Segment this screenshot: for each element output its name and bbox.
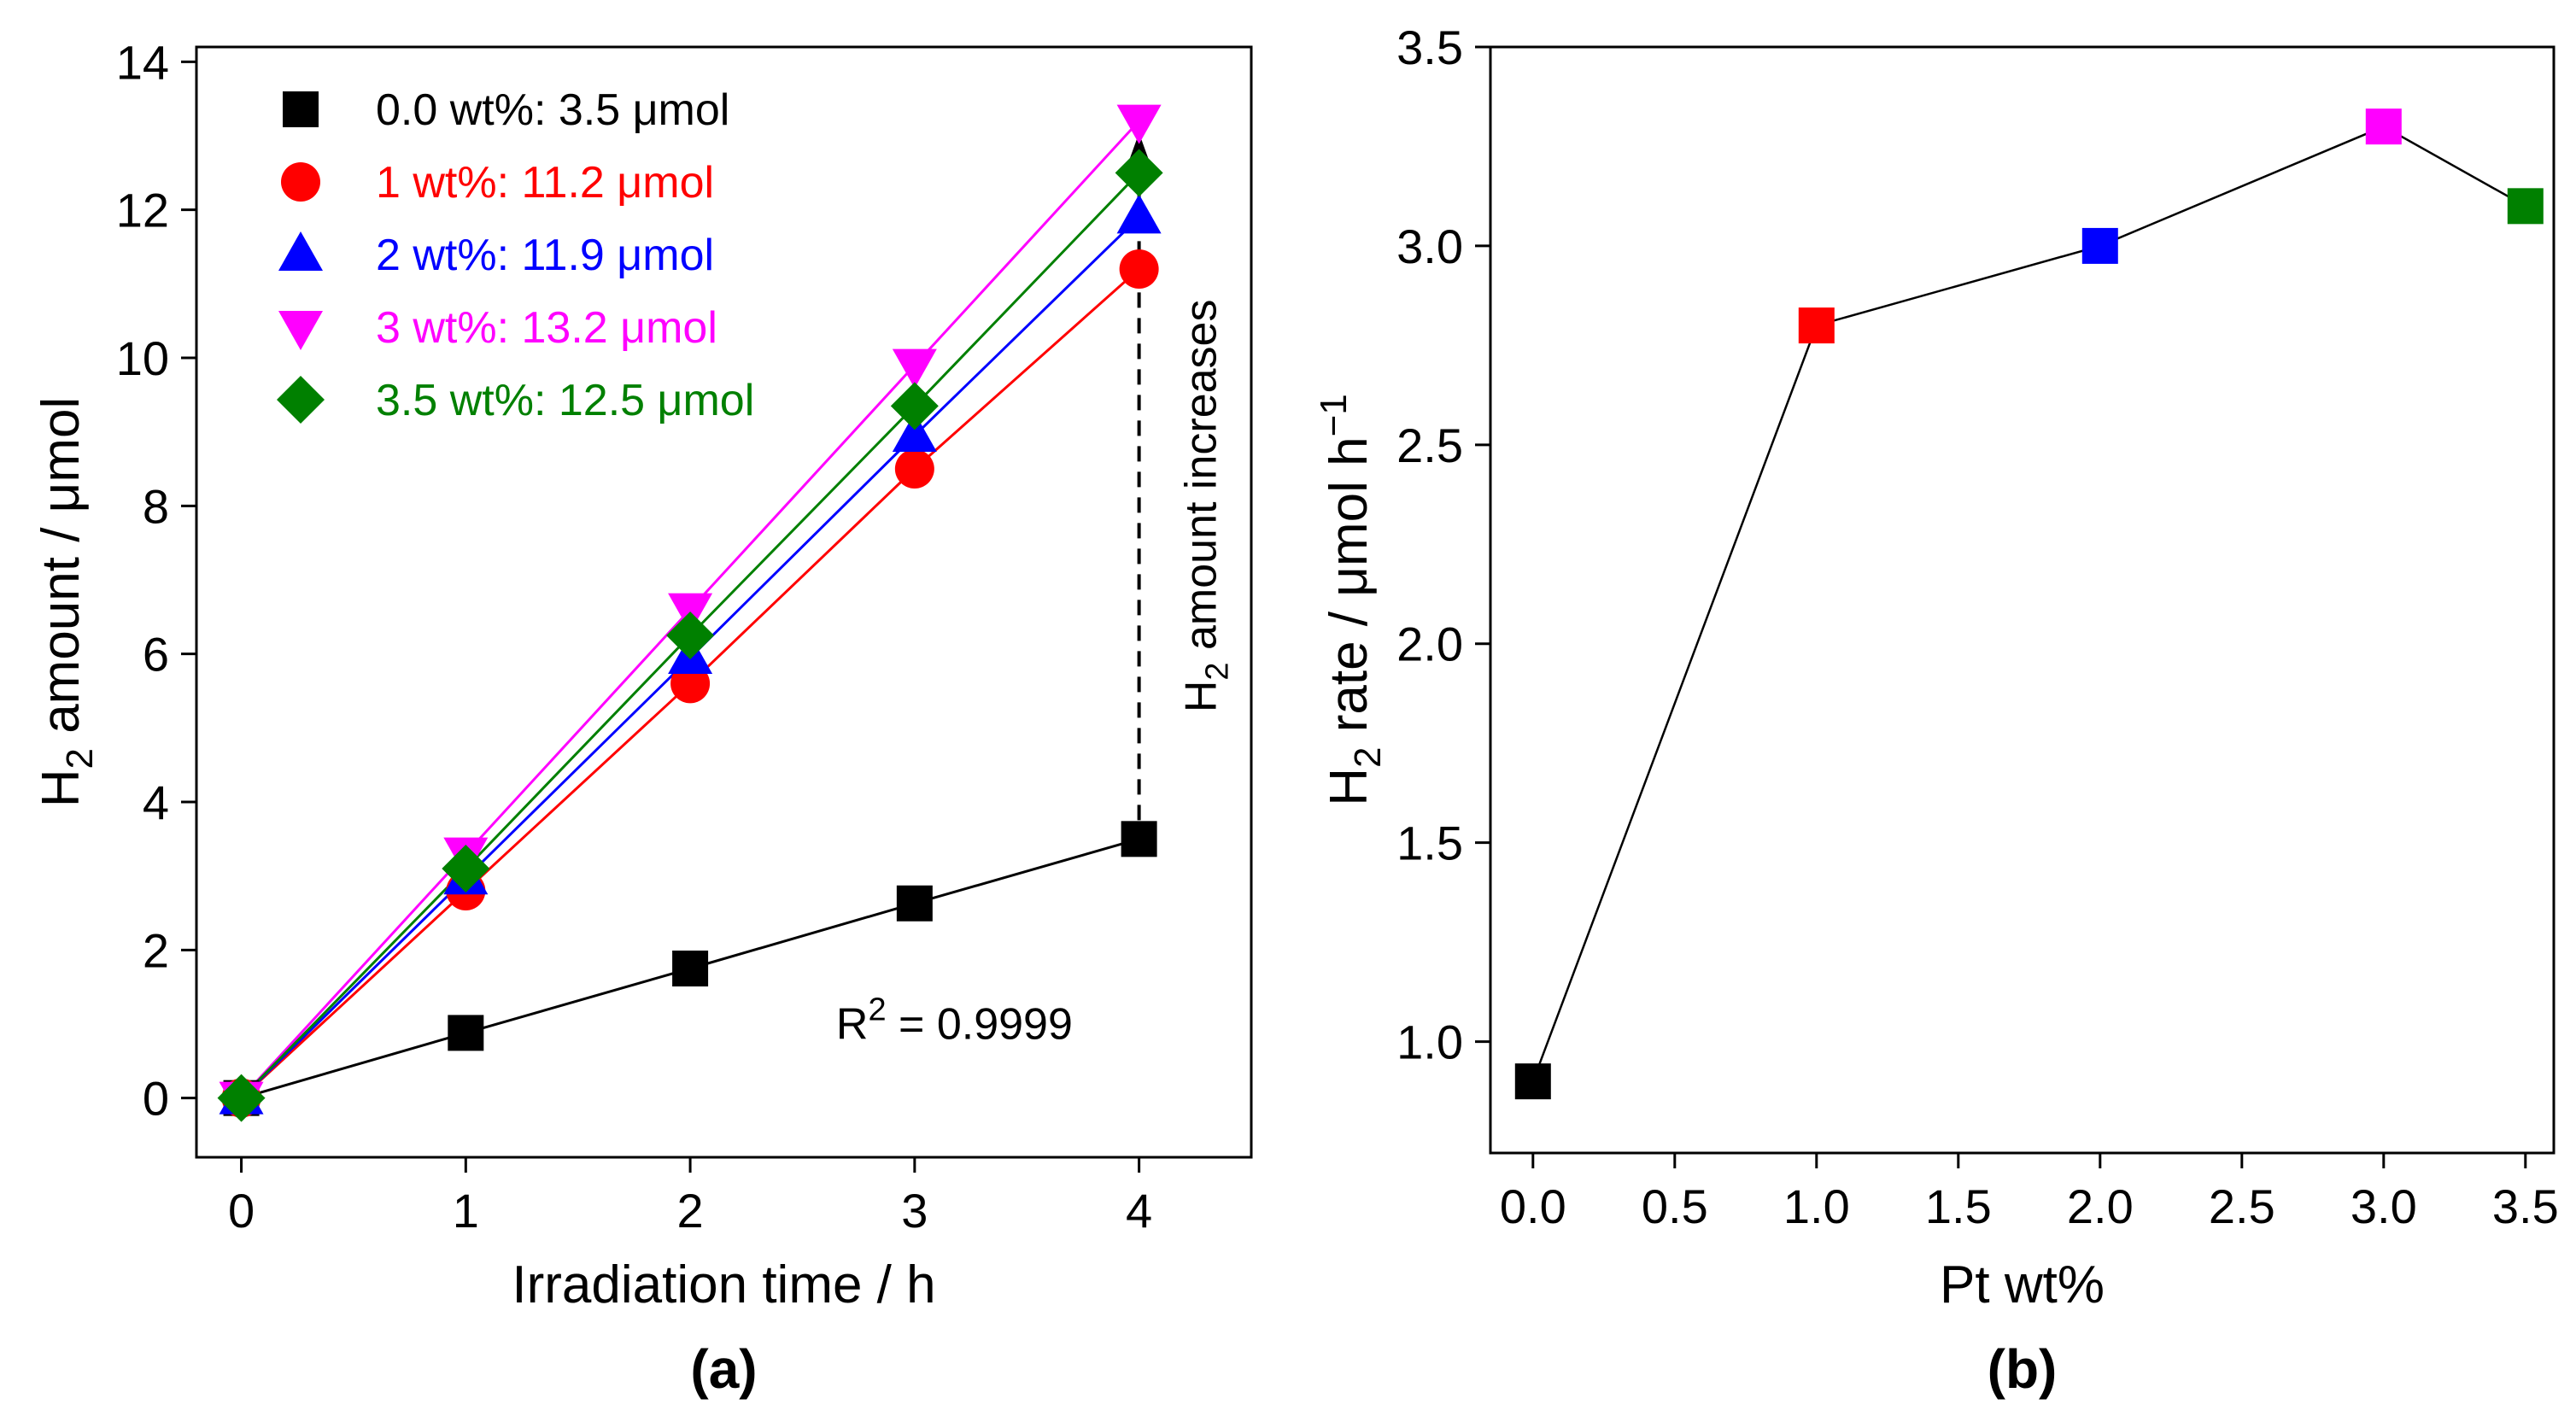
series-markers-a	[217, 104, 1163, 1122]
data-point-s1-3	[894, 449, 934, 489]
data-point-s3-4	[1116, 104, 1162, 144]
legend-entry-3: 3 wt%: 13.2 μmol	[376, 303, 717, 353]
y-axis-title-a: H2 amount / μmol	[32, 397, 101, 808]
x-tick-label: 0	[228, 1184, 255, 1238]
y-tick-label: 6	[143, 628, 169, 682]
y-tick-label: 14	[116, 35, 169, 89]
plot-frame-a	[195, 45, 1253, 1159]
x-tick-label: 1.0	[1783, 1179, 1850, 1233]
y-tick-label: 2.0	[1396, 617, 1463, 671]
y-tick-label: 4	[143, 775, 169, 829]
x-tick-label: 1.5	[1925, 1179, 1992, 1233]
x-tick-label: 4	[1126, 1184, 1152, 1238]
y-tick-label: 1.0	[1396, 1015, 1463, 1069]
data-point-s1-4	[1119, 249, 1159, 289]
series-line	[1531, 125, 2526, 1082]
data-point-s4-2	[666, 612, 715, 659]
data-point-s4-1	[442, 845, 490, 892]
x-tick-label: 2.5	[2209, 1179, 2275, 1233]
legend-marker-4	[277, 376, 325, 424]
x-tick-label: 0.5	[1642, 1179, 1708, 1233]
data-point-3	[2365, 108, 2402, 145]
data-point-4	[2507, 188, 2544, 225]
x-tick-label: 3.0	[2351, 1179, 2417, 1233]
axes-b: 1.0 1.5 2.0 2.5 3.0 3.5 0.0 0.5 1.0 1.5 2.0 2.5 3.0 3…	[1396, 20, 2559, 1233]
legend-entry-2: 2 wt%: 11.9 μmol	[376, 231, 714, 280]
x-tick-label: 0.0	[1500, 1179, 1566, 1233]
data-point-s2-4	[1116, 194, 1162, 234]
x-tick-label: 3	[901, 1184, 928, 1238]
legend-marker-0	[283, 91, 319, 127]
y-tick-label: 2	[143, 923, 169, 977]
legend-marker-2	[278, 231, 323, 271]
data-point-s0-4	[1121, 821, 1157, 857]
y-tick-label: 12	[116, 184, 169, 237]
x-tick-label: 2	[677, 1184, 704, 1238]
data-point-s3-3	[892, 348, 937, 389]
legend-marker-1	[281, 162, 320, 202]
data-point-s2-3	[892, 413, 937, 452]
data-point-s0-2	[672, 951, 709, 986]
panel-label-a: (a)	[690, 1338, 757, 1400]
series-markers-b	[1514, 108, 2544, 1100]
legend-a: 0.0 wt%: 3.5 μmol 1 wt%: 11.2 μmol 2 wt%: …	[277, 85, 754, 425]
plot-frame-b	[1489, 45, 2556, 1155]
x-tick-label: 3.5	[2492, 1179, 2559, 1233]
y-tick-label: 1.5	[1396, 816, 1463, 870]
y-tick-label: 0	[143, 1072, 169, 1126]
y-tick-label: 10	[116, 331, 169, 385]
panel-b: 1.0 1.5 2.0 2.5 3.0 3.5 0.0 0.5 1.0 1.5 2.0 2.5 3.0 3…	[1313, 20, 2559, 1400]
x-tick-label: 1	[453, 1184, 479, 1238]
arrow-annotation-label: H2 amount increases	[1177, 300, 1236, 713]
legend-marker-3	[278, 311, 323, 350]
series-line-b	[1531, 125, 2526, 1082]
data-point-s0-1	[448, 1015, 484, 1051]
y-tick-label: 3.0	[1396, 219, 1463, 273]
increase-arrow	[1127, 132, 1150, 821]
legend-entry-4: 3.5 wt%: 12.5 μmol	[376, 376, 754, 425]
data-point-s4-4	[1115, 149, 1163, 197]
data-point-0	[1514, 1063, 1551, 1100]
x-axis-title-b: Pt wt%	[1940, 1255, 2105, 1314]
legend-entry-1: 1 wt%: 11.2 μmol	[376, 158, 714, 208]
x-tick-label: 2.0	[2067, 1179, 2134, 1233]
data-point-2	[2081, 227, 2118, 264]
y-tick-label: 8	[143, 479, 169, 533]
x-axis-title-a: Irradiation time / h	[512, 1255, 935, 1314]
y-axis-title-b: H2 rate / μmol h−1	[1313, 394, 1389, 806]
legend-entry-0: 0.0 wt%: 3.5 μmol	[376, 85, 729, 135]
r-squared-annotation: R2 = 0.9999	[836, 992, 1073, 1049]
data-point-s4-0	[217, 1074, 266, 1122]
data-point-1	[1798, 307, 1835, 344]
data-point-s4-3	[890, 382, 939, 430]
data-point-s0-3	[896, 885, 933, 922]
y-tick-label: 2.5	[1396, 418, 1463, 472]
y-tick-label: 3.5	[1396, 20, 1463, 74]
panel-label-b: (b)	[1988, 1338, 2058, 1400]
